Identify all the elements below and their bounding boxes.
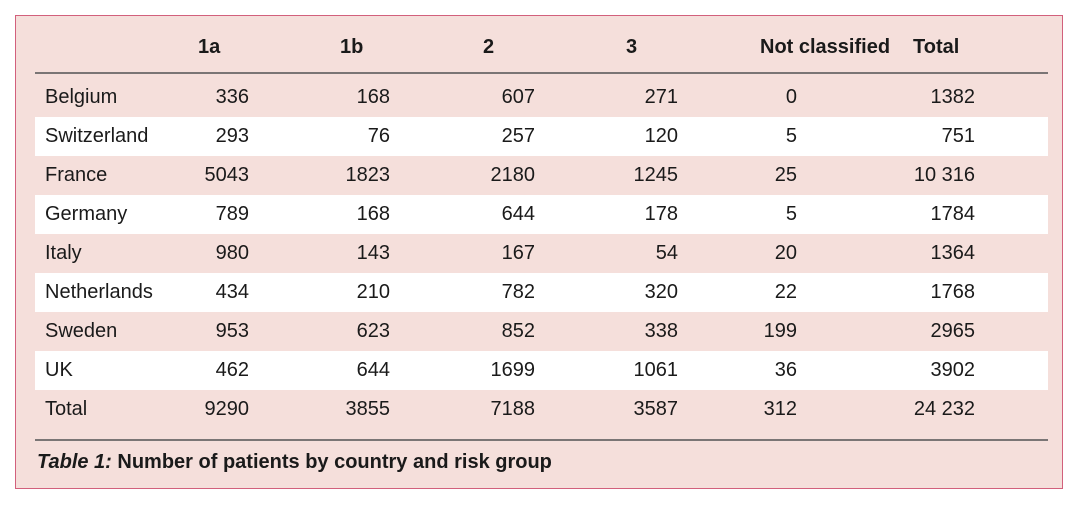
cell-value: 1699 <box>490 359 536 381</box>
caption-text: Number of patients by country and risk g… <box>111 451 552 473</box>
cell-value: 953 <box>215 320 249 342</box>
cell-value: 20 <box>774 242 797 264</box>
cell-value: 751 <box>941 125 975 147</box>
row-label: Belgium <box>45 86 118 108</box>
cell-value: 1784 <box>930 203 976 225</box>
header-rule <box>35 72 1048 74</box>
cell-value: 462 <box>215 359 249 381</box>
cell-value: 36 <box>774 359 797 381</box>
row-label: Sweden <box>45 320 118 342</box>
cell-value: 1823 <box>345 164 391 186</box>
table-row: Switzerland 293 76 257 120 5 751 <box>35 117 1048 156</box>
cell-value: 789 <box>215 203 249 225</box>
cell-value: 271 <box>644 86 678 108</box>
cell-value: 54 <box>655 242 678 264</box>
cell-value: 10 316 <box>913 164 975 186</box>
cell-value: 852 <box>501 320 535 342</box>
row-label: Germany <box>45 203 128 225</box>
row-label: Netherlands <box>45 281 153 303</box>
cell-value: 434 <box>215 281 249 303</box>
column-header: Total <box>913 36 960 58</box>
row-label: Italy <box>45 242 82 264</box>
cell-value: 9290 <box>204 398 250 420</box>
row-label: Total <box>45 398 88 420</box>
cell-value: 22 <box>774 281 797 303</box>
cell-value: 5043 <box>204 164 250 186</box>
table-row: Italy 980 143 167 54 20 1364 <box>35 234 1048 273</box>
cell-value: 76 <box>367 125 390 147</box>
cell-value: 210 <box>356 281 390 303</box>
column-header: 2 <box>483 36 495 58</box>
cell-value: 7188 <box>490 398 536 420</box>
column-header: 1a <box>198 36 221 58</box>
cell-value: 980 <box>215 242 249 264</box>
column-header: Not classified <box>760 36 891 58</box>
cell-value: 607 <box>501 86 535 108</box>
cell-value: 2180 <box>490 164 536 186</box>
cell-value: 1245 <box>633 164 679 186</box>
table-row: Germany 789 168 644 178 5 1784 <box>35 195 1048 234</box>
cell-value: 644 <box>356 359 390 381</box>
table-panel <box>15 15 1063 489</box>
cell-value: 167 <box>501 242 535 264</box>
cell-value: 623 <box>356 320 390 342</box>
row-label: Switzerland <box>45 125 149 147</box>
table-row: France 5043 1823 2180 1245 25 10 316 <box>35 156 1048 195</box>
cell-value: 1768 <box>930 281 976 303</box>
cell-value: 24 232 <box>913 398 975 420</box>
table-row: UK 462 644 1699 1061 36 3902 <box>35 351 1048 390</box>
cell-value: 25 <box>774 164 797 186</box>
column-header: 1b <box>340 36 364 58</box>
caption-label: Table 1: <box>37 451 112 473</box>
cell-value: 1364 <box>930 242 976 264</box>
cell-value: 1382 <box>930 86 976 108</box>
row-label: UK <box>45 359 73 381</box>
cell-value: 782 <box>501 281 535 303</box>
cell-value: 320 <box>644 281 678 303</box>
table-row: Netherlands 434 210 782 320 22 1768 <box>35 273 1048 312</box>
table-row: Sweden 953 623 852 338 199 2965 <box>35 312 1048 351</box>
cell-value: 1061 <box>633 359 679 381</box>
cell-value: 312 <box>763 398 797 420</box>
total-row: Total 9290 3855 7188 3587 312 24 232 <box>35 390 1048 429</box>
cell-value: 293 <box>215 125 249 147</box>
cell-value: 336 <box>215 86 249 108</box>
column-header: 3 <box>626 36 638 58</box>
cell-value: 3902 <box>930 359 976 381</box>
cell-value: 120 <box>644 125 678 147</box>
footer-rule <box>35 439 1048 441</box>
cell-value: 3587 <box>633 398 679 420</box>
table-caption: Table 1: Number of patients by country a… <box>37 451 552 474</box>
row-label: France <box>45 164 108 186</box>
cell-value: 338 <box>644 320 678 342</box>
cell-value: 2965 <box>930 320 976 342</box>
cell-value: 168 <box>356 203 390 225</box>
cell-value: 5 <box>785 203 797 225</box>
table-row: Belgium 336 168 607 271 0 1382 <box>35 78 1048 117</box>
cell-value: 5 <box>785 125 797 147</box>
cell-value: 168 <box>356 86 390 108</box>
cell-value: 257 <box>501 125 535 147</box>
cell-value: 178 <box>644 203 678 225</box>
cell-value: 0 <box>785 86 797 108</box>
cell-value: 3855 <box>345 398 391 420</box>
cell-value: 143 <box>356 242 390 264</box>
cell-value: 199 <box>763 320 797 342</box>
cell-value: 644 <box>501 203 535 225</box>
